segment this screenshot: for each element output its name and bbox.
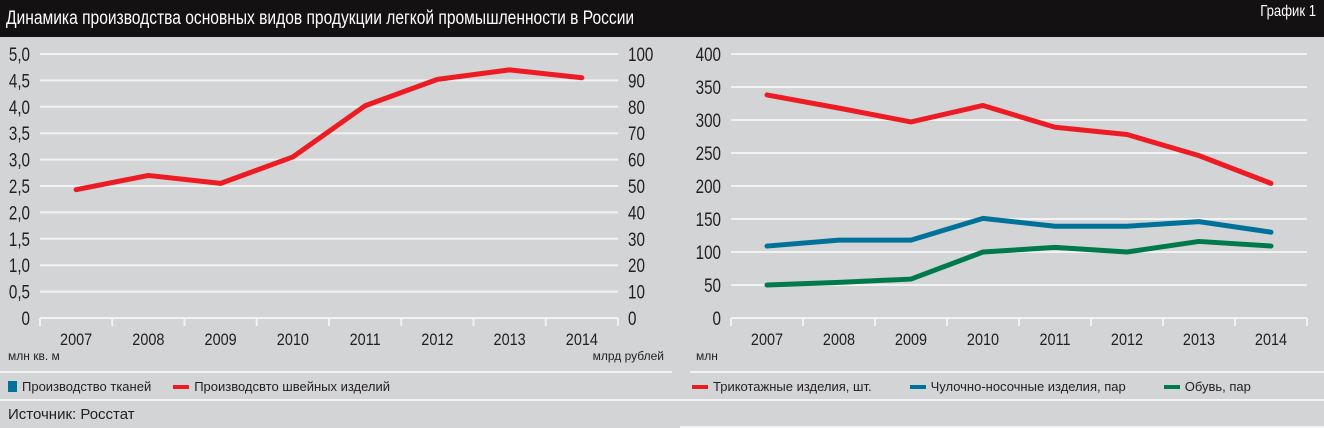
- y-tick-label: 3,5: [9, 123, 30, 145]
- x-tick-label: 2012: [1111, 331, 1143, 349]
- legend-item: Производство тканей: [8, 379, 151, 394]
- y2-tick-label: 90: [628, 70, 645, 92]
- legend-item: Чулочно-носочные изделия, пар: [909, 379, 1126, 394]
- y2-tick-label: 40: [628, 202, 645, 224]
- x-tick-label: 2007: [60, 331, 92, 349]
- x-tick-label: 2014: [1255, 331, 1287, 349]
- y-tick-label: 400: [696, 43, 721, 65]
- series-line-1-1: [764, 215, 1274, 249]
- y2-tick-label: 70: [628, 123, 645, 145]
- x-tick-label: 2009: [205, 331, 237, 349]
- x-tick-label: 2007: [751, 331, 783, 349]
- x-tick-label: 2014: [566, 331, 598, 349]
- y-tick-label: 0,5: [9, 281, 30, 303]
- legend-swatch: [8, 381, 17, 392]
- divider: [680, 426, 1324, 428]
- title-bar: Динамика производства основных видов про…: [0, 0, 1324, 37]
- y2-tick-label: 60: [628, 149, 645, 171]
- legend-label: Трикотажные изделия, шт.: [713, 379, 872, 394]
- y-tick-label: 1,0: [9, 255, 30, 277]
- y2-tick-label: 100: [628, 43, 653, 65]
- source-note: Источник: Росстат: [8, 406, 135, 423]
- x-tick-label: 2010: [277, 331, 309, 349]
- y2-tick-label: 50: [628, 175, 645, 197]
- legend-right: Трикотажные изделия, шт. Чулочно-носочны…: [692, 379, 1273, 394]
- legend-swatch: [692, 384, 708, 389]
- divider: [0, 371, 672, 373]
- y2-axis-unit: млрд рублей: [593, 349, 664, 363]
- divider: [690, 371, 1324, 373]
- x-tick-label: 2011: [1039, 331, 1070, 349]
- y-tick-label: 350: [696, 76, 721, 98]
- legend-swatch: [173, 384, 190, 389]
- y2-tick-label: 20: [628, 255, 645, 277]
- y-tick-label: 200: [696, 175, 721, 197]
- y2-tick-label: 10: [628, 281, 645, 303]
- x-tick-label: 2013: [1183, 331, 1215, 349]
- y-tick-label: 4,5: [9, 70, 30, 92]
- x-tick-label: 2009: [895, 331, 927, 349]
- legend-item: Обувь, пар: [1163, 379, 1251, 394]
- x-tick-label: 2011: [350, 331, 381, 349]
- y2-tick-label: 0: [628, 307, 636, 329]
- series-line-1-2: [764, 238, 1274, 288]
- y-tick-label: 4,0: [9, 96, 30, 118]
- legend-item: Производсвто швейных изделий: [173, 379, 390, 394]
- y-tick-label: 2,0: [9, 202, 30, 224]
- x-tick-label: 2013: [494, 331, 526, 349]
- y-tick-label: 5,0: [9, 43, 30, 65]
- x-tick-label: 2012: [421, 331, 453, 349]
- y-tick-label: 150: [696, 208, 721, 230]
- y-tick-label: 0: [22, 307, 30, 329]
- y2-tick-label: 30: [628, 228, 645, 250]
- y-axis-unit: млн: [696, 349, 718, 363]
- x-tick-label: 2008: [823, 331, 855, 349]
- y-tick-label: 3,0: [9, 149, 30, 171]
- legend-label: Производсвто швейных изделий: [194, 379, 391, 394]
- series-line-0-0: [73, 67, 585, 193]
- y-tick-label: 0: [713, 307, 721, 329]
- legend-swatch: [909, 384, 926, 389]
- legend-label: Обувь, пар: [1184, 379, 1251, 394]
- y-axis-unit: млн кв. м: [8, 349, 60, 363]
- x-tick-label: 2008: [132, 331, 164, 349]
- y-tick-label: 50: [704, 274, 721, 296]
- divider: [0, 399, 1324, 401]
- y-tick-label: 2,5: [9, 175, 30, 197]
- y-tick-label: 250: [696, 142, 721, 164]
- legend-swatch: [1163, 384, 1180, 389]
- legend-label: Чулочно-носочные изделия, пар: [930, 379, 1126, 394]
- chart-title: Динамика производства основных видов про…: [6, 8, 635, 29]
- x-tick-label: 2010: [967, 331, 999, 349]
- y-tick-label: 100: [696, 241, 721, 263]
- y2-tick-label: 80: [628, 96, 645, 118]
- legend-left: Производство тканей Производсвто швейных…: [8, 379, 412, 394]
- y-tick-label: 1,5: [9, 228, 30, 250]
- series-line-1-0: [764, 92, 1274, 186]
- legend-item: Трикотажные изделия, шт.: [692, 379, 872, 394]
- y-tick-label: 300: [696, 109, 721, 131]
- legend-label: Производство тканей: [22, 379, 152, 394]
- figure-label: График 1: [1260, 3, 1316, 20]
